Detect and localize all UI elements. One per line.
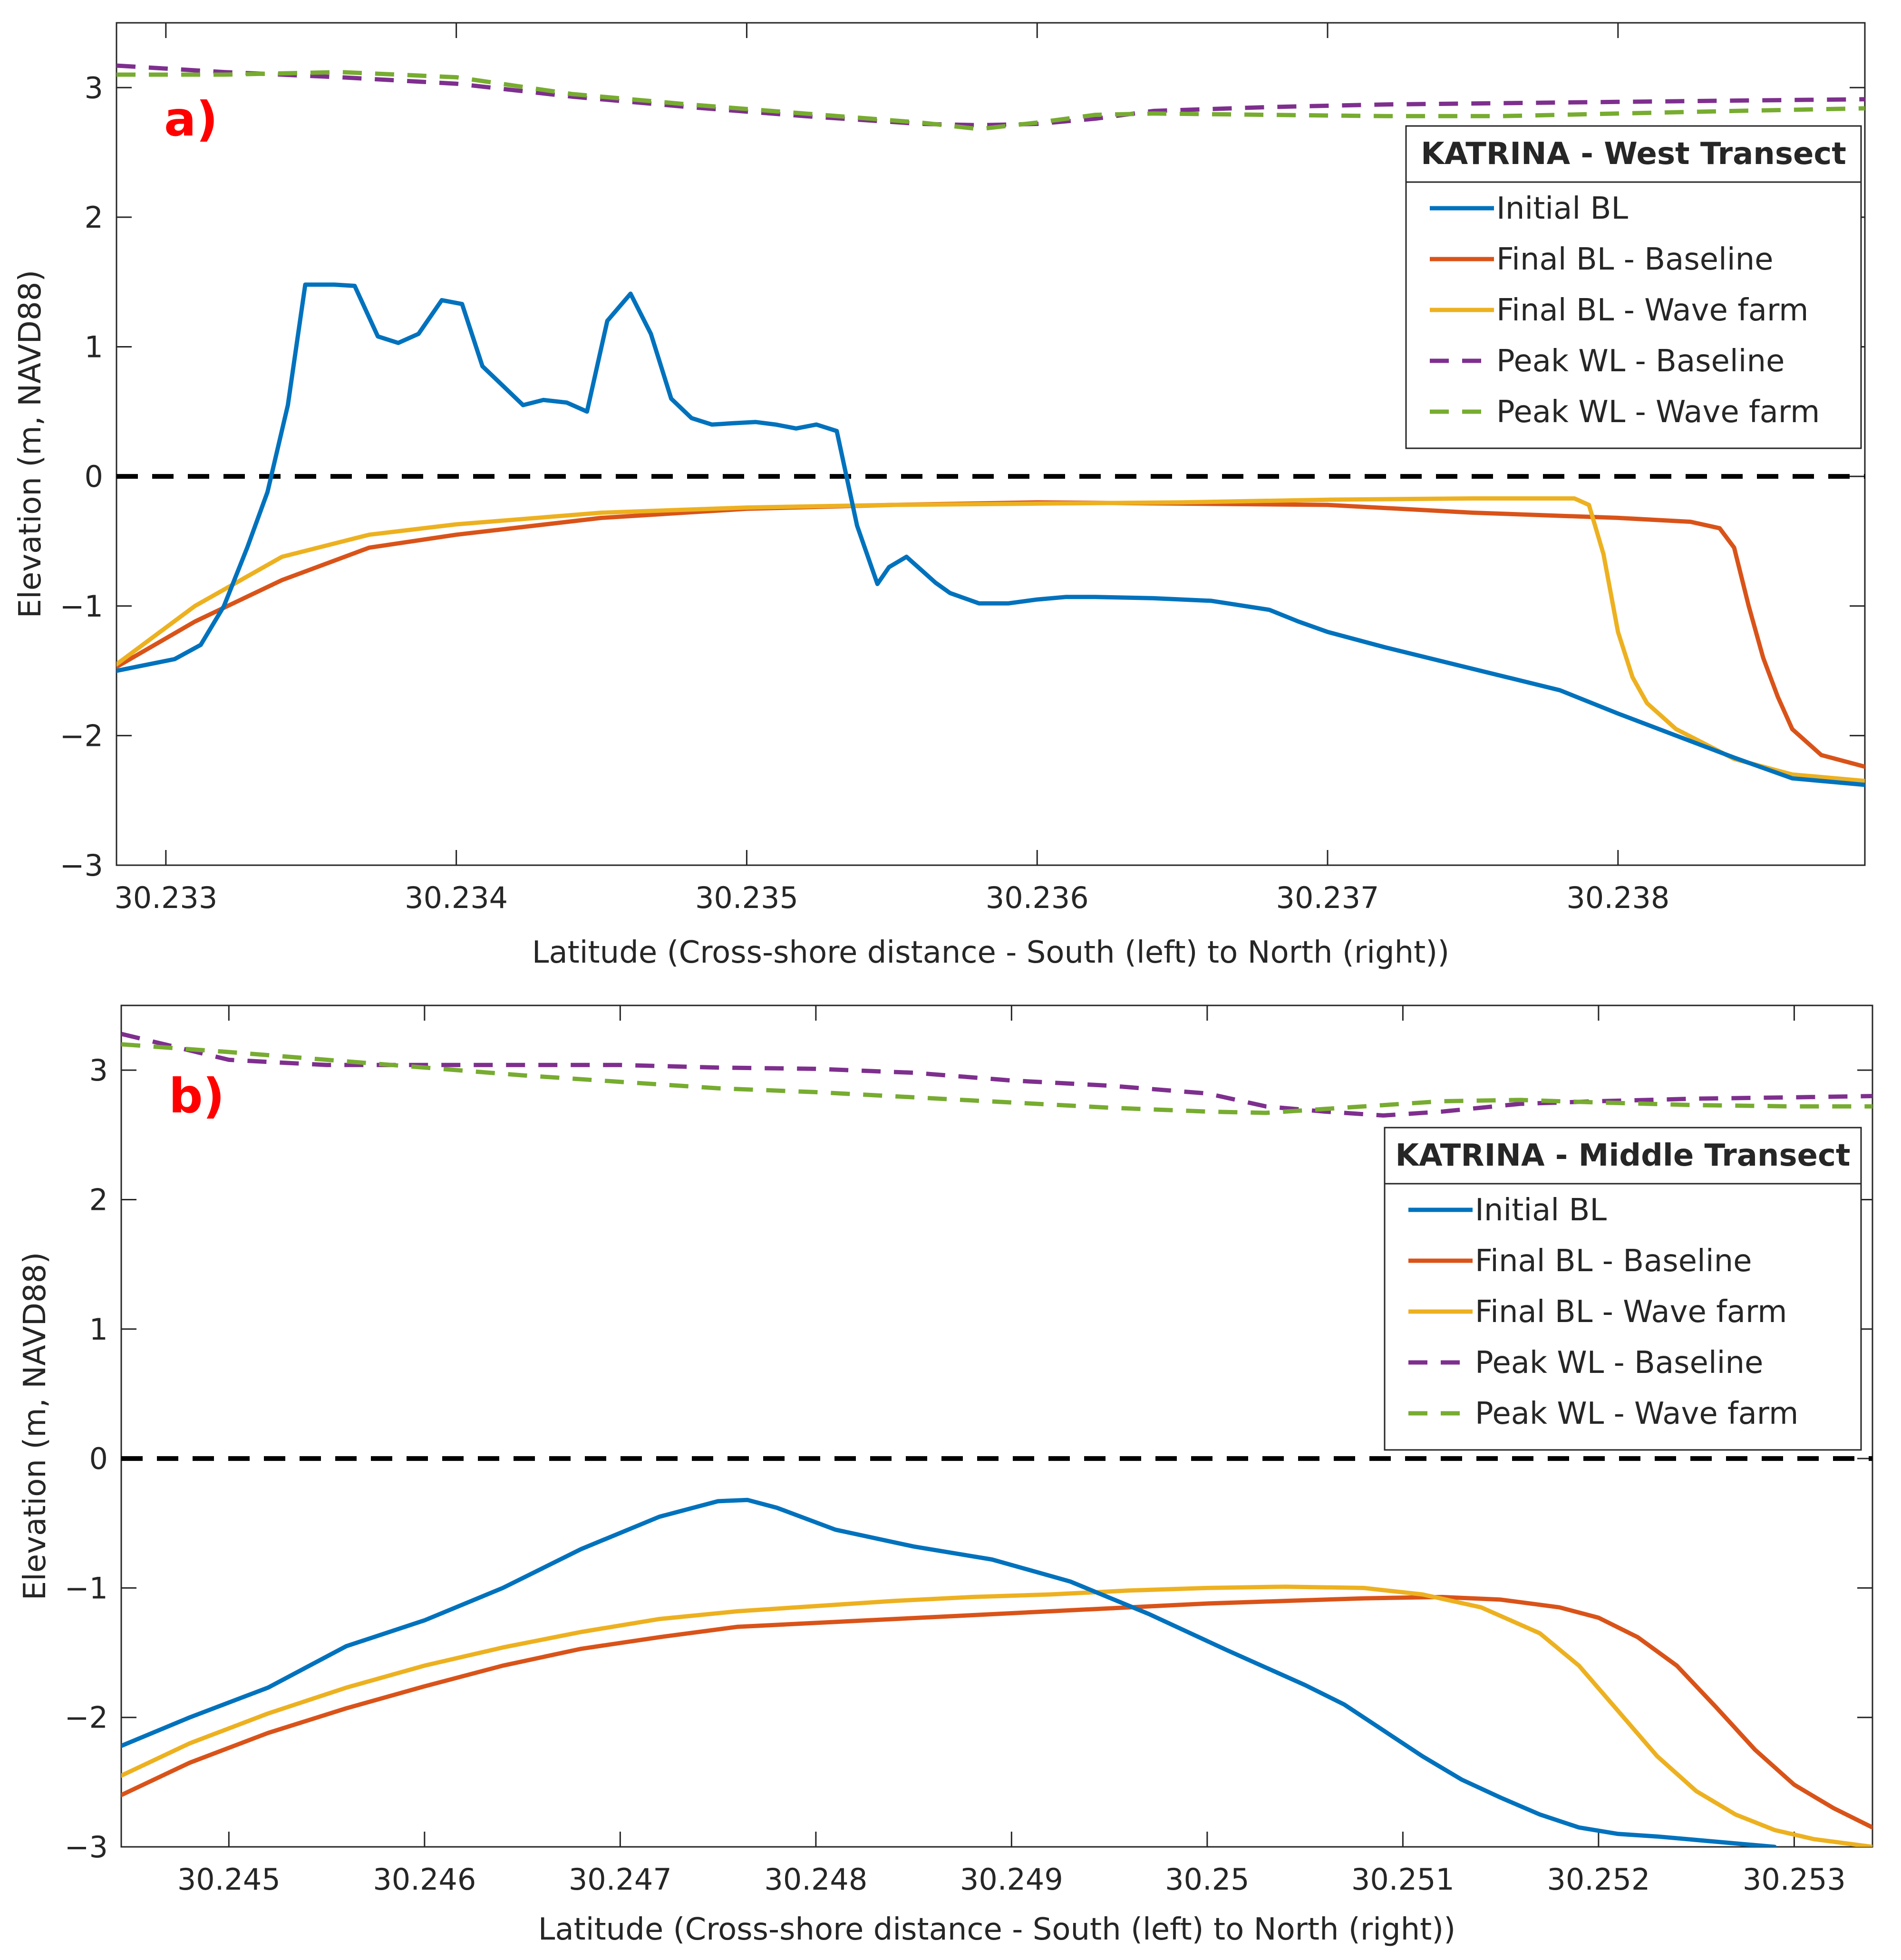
panel-label: a) <box>164 91 218 147</box>
y-tick-label: 2 <box>85 200 103 235</box>
series-line-final-bl-wave-farm <box>116 496 1865 783</box>
series-line-final-bl-wave-farm <box>121 1584 1872 1847</box>
x-tick-label: 30.252 <box>1547 1862 1650 1897</box>
legend-box <box>1405 125 1862 449</box>
legend-entry: Final BL - Baseline <box>1496 242 1774 277</box>
x-axis-label: Latitude (Cross-shore distance - South (… <box>538 1912 1455 1947</box>
series-line-peak-wl-wave-farm <box>116 70 1865 131</box>
x-axis-label: Latitude (Cross-shore distance - South (… <box>532 935 1449 970</box>
legend-box <box>1384 1127 1862 1451</box>
x-tick-label: 30.25 <box>1165 1862 1250 1897</box>
x-tick-label: 30.234 <box>405 880 508 915</box>
y-tick-label: −3 <box>60 848 103 883</box>
y-tick-label: −1 <box>60 589 103 624</box>
x-tick-label: 30.238 <box>1566 880 1669 915</box>
legend-entry: Peak WL - Baseline <box>1475 1345 1763 1381</box>
series-line-initial-bl <box>121 1497 1777 1847</box>
x-tick-label: 30.235 <box>695 880 798 915</box>
legend-entry: Initial BL <box>1496 191 1628 226</box>
y-tick-label: 0 <box>89 1441 108 1476</box>
panel-b: −3 −2 −1 0 1 2 3 30.245 30.246 30.247 30.248 30.249… <box>18 1004 1873 1947</box>
x-tick-label: 30.236 <box>986 880 1089 915</box>
x-tick-label: 30.233 <box>114 880 217 915</box>
legend-entry: Peak WL - Baseline <box>1496 344 1785 379</box>
series-line-final-bl-baseline <box>121 1594 1872 1830</box>
series-group <box>116 63 1865 787</box>
x-tick-label: 30.253 <box>1743 1862 1846 1897</box>
x-tick-label: 30.245 <box>177 1862 281 1897</box>
x-tick-label: 30.247 <box>569 1862 672 1897</box>
series-line-peak-wl-wave-farm <box>121 1042 1872 1115</box>
y-axis-label: Elevation (m, NAVD88) <box>18 1252 53 1601</box>
x-tick-label: 30.248 <box>764 1862 867 1897</box>
x-tick-label: 30.249 <box>960 1862 1063 1897</box>
y-tick-label: 3 <box>89 1053 108 1088</box>
legend-entry: Final BL - Wave farm <box>1475 1294 1787 1330</box>
y-tick-label: 1 <box>85 330 103 365</box>
legend-entry: Initial BL <box>1475 1193 1607 1228</box>
y-tick-label: −3 <box>65 1830 108 1864</box>
y-tick-label: 1 <box>89 1312 108 1347</box>
y-tick-label: 2 <box>89 1182 108 1217</box>
y-tick-label: 0 <box>85 459 103 494</box>
series-group <box>121 1032 1872 1847</box>
legend-entry: Final BL - Baseline <box>1475 1244 1752 1279</box>
legend-entry: Final BL - Wave farm <box>1496 293 1808 328</box>
legend-title: KATRINA - Middle Transect <box>1396 1138 1851 1173</box>
panel-label: b) <box>169 1068 224 1124</box>
series-line-final-bl-baseline <box>116 500 1865 769</box>
series-line-initial-bl <box>116 282 1865 787</box>
x-tick-label: 30.251 <box>1351 1862 1455 1897</box>
x-tick-label: 30.237 <box>1276 880 1379 915</box>
panel-a: −3 −2 −1 0 1 2 3 30.233 30.234 30.235 30.236 30.237… <box>13 22 1866 970</box>
legend-entry: Peak WL - Wave farm <box>1475 1396 1798 1431</box>
y-tick-label: −2 <box>60 718 103 753</box>
y-tick-label: −1 <box>65 1571 108 1605</box>
series-line-peak-wl-baseline <box>116 63 1865 127</box>
y-axis-label: Elevation (m, NAVD88) <box>13 270 48 618</box>
series-line-peak-wl-baseline <box>121 1032 1872 1118</box>
y-tick-label: 3 <box>85 70 103 105</box>
legend-entry: Peak WL - Wave farm <box>1496 395 1820 430</box>
x-tick-label: 30.246 <box>373 1862 476 1897</box>
y-tick-label: −2 <box>65 1700 108 1735</box>
legend-title: KATRINA - West Transect <box>1421 136 1846 172</box>
